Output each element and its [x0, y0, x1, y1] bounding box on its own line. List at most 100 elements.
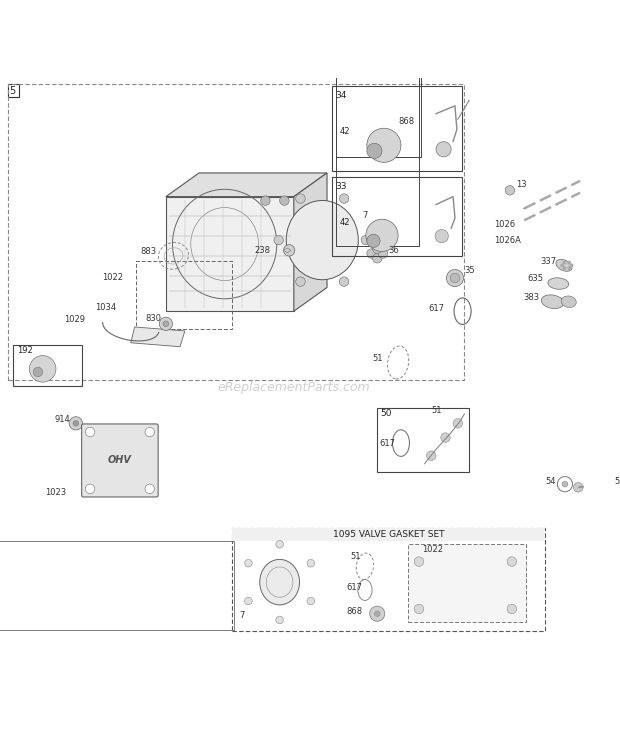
Bar	[13, 345, 81, 386]
Circle shape	[562, 481, 568, 487]
Circle shape	[367, 144, 382, 158]
Text: 617: 617	[379, 439, 395, 448]
Text: 54: 54	[545, 476, 556, 486]
Circle shape	[260, 196, 270, 205]
Circle shape	[145, 484, 154, 493]
Text: 1095 VALVE GASKET SET: 1095 VALVE GASKET SET	[333, 530, 445, 539]
Circle shape	[86, 427, 95, 437]
Circle shape	[73, 420, 79, 426]
Bar	[7, 85, 464, 380]
Circle shape	[370, 606, 385, 621]
Circle shape	[163, 321, 169, 327]
Circle shape	[276, 616, 283, 623]
Text: 868: 868	[398, 117, 414, 126]
Ellipse shape	[561, 296, 576, 307]
Text: 868: 868	[346, 607, 362, 616]
Circle shape	[29, 356, 56, 382]
Circle shape	[436, 141, 451, 157]
Circle shape	[307, 559, 314, 567]
Circle shape	[507, 557, 516, 566]
Text: 42: 42	[339, 127, 350, 136]
Text: 617: 617	[346, 583, 362, 592]
Text: 1029: 1029	[64, 315, 86, 324]
Text: 51: 51	[373, 354, 383, 363]
Circle shape	[373, 254, 382, 263]
Bar	[232, 528, 545, 541]
Circle shape	[435, 229, 448, 243]
Circle shape	[86, 484, 95, 493]
Circle shape	[33, 368, 43, 376]
Text: 883: 883	[140, 248, 156, 257]
Text: 42: 42	[339, 218, 350, 227]
Circle shape	[274, 235, 283, 245]
Circle shape	[367, 234, 380, 248]
Circle shape	[427, 451, 436, 461]
Text: 36: 36	[389, 246, 399, 255]
Circle shape	[373, 244, 382, 254]
Circle shape	[366, 219, 398, 251]
Circle shape	[505, 185, 515, 195]
Bar	[335, 0, 421, 157]
Circle shape	[339, 277, 349, 286]
Text: 7: 7	[362, 211, 368, 220]
Circle shape	[574, 483, 583, 492]
Circle shape	[283, 245, 294, 256]
Text: 13: 13	[516, 180, 527, 189]
Polygon shape	[131, 327, 185, 347]
Bar	[0, 541, 234, 629]
Text: 51: 51	[351, 551, 361, 560]
Ellipse shape	[556, 260, 572, 272]
Circle shape	[414, 604, 423, 614]
Circle shape	[570, 263, 574, 267]
FancyBboxPatch shape	[82, 424, 158, 497]
Text: 1022: 1022	[422, 545, 443, 554]
Circle shape	[361, 235, 371, 245]
Text: eReplacementParts.com: eReplacementParts.com	[218, 381, 370, 394]
Text: 1022: 1022	[102, 273, 123, 282]
Text: 914: 914	[55, 415, 71, 424]
Polygon shape	[166, 173, 327, 196]
Text: 7: 7	[239, 611, 244, 620]
Text: OHV: OHV	[107, 455, 131, 465]
Circle shape	[562, 266, 566, 270]
Circle shape	[367, 248, 376, 258]
Circle shape	[567, 260, 571, 265]
Text: 35: 35	[464, 266, 475, 275]
Text: 635: 635	[527, 275, 543, 283]
Polygon shape	[294, 173, 327, 311]
Text: 1026: 1026	[494, 219, 515, 229]
Circle shape	[307, 597, 314, 605]
Circle shape	[374, 611, 380, 617]
Ellipse shape	[260, 559, 299, 605]
Circle shape	[378, 248, 388, 258]
Text: 5: 5	[9, 86, 16, 96]
Text: 50: 50	[380, 408, 392, 417]
Bar	[335, 0, 419, 246]
Circle shape	[245, 559, 252, 567]
Circle shape	[560, 263, 564, 267]
Circle shape	[507, 604, 516, 614]
Circle shape	[562, 260, 566, 265]
Circle shape	[280, 196, 289, 205]
Text: 383: 383	[523, 293, 539, 302]
Text: 617: 617	[428, 304, 445, 313]
Circle shape	[441, 433, 450, 442]
Circle shape	[276, 540, 283, 548]
Text: 1023: 1023	[45, 488, 66, 497]
Circle shape	[145, 427, 154, 437]
Circle shape	[339, 194, 349, 203]
Circle shape	[567, 266, 571, 270]
Circle shape	[414, 557, 423, 566]
Ellipse shape	[286, 200, 358, 280]
Text: 1026A: 1026A	[494, 236, 521, 245]
Text: 337: 337	[540, 257, 556, 266]
Bar	[407, 544, 526, 621]
Text: 238: 238	[254, 246, 270, 255]
Text: 1034: 1034	[95, 303, 116, 312]
Polygon shape	[166, 196, 294, 311]
Bar	[7, 85, 19, 97]
Text: 53: 53	[614, 476, 620, 486]
Circle shape	[453, 419, 463, 428]
Bar	[377, 408, 469, 472]
Text: 33: 33	[335, 182, 347, 191]
